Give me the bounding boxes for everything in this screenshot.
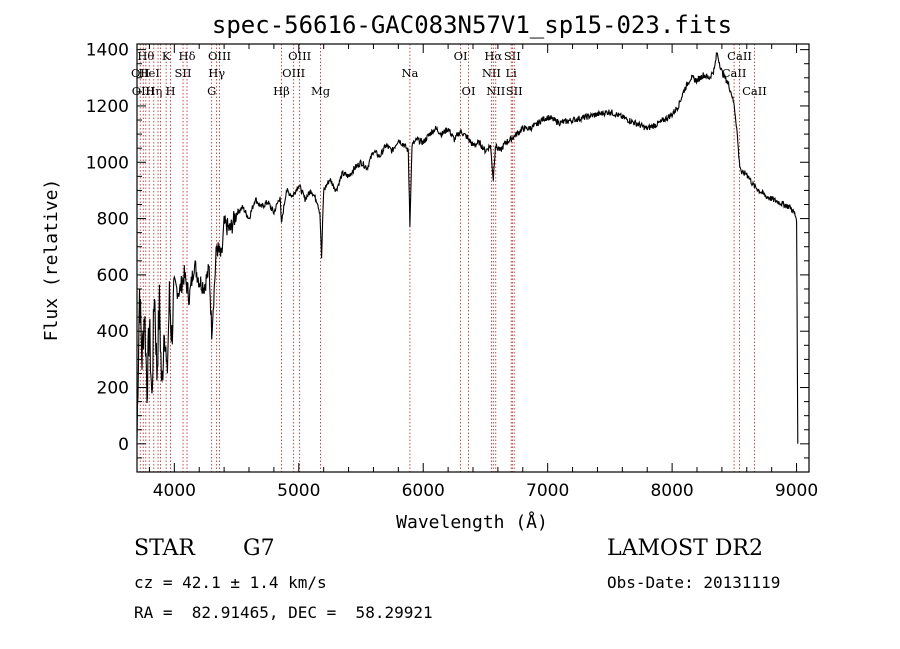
marker-label-19: OI — [454, 49, 468, 63]
plot-frame — [136, 43, 810, 473]
axes: 4000 5000 6000 7000 8000 9000 0 200 400 600 800 100… — [86, 41, 818, 501]
marker-label-2: Hθ — [137, 49, 154, 63]
marker-label-10: Hδ — [179, 49, 196, 63]
marker-label-22: Hα — [484, 49, 502, 63]
marker-label-15: OIII — [282, 66, 305, 80]
marker-label-3: HeI — [139, 66, 160, 80]
marker-label-12: Hγ — [208, 66, 225, 80]
marker-label-17: Mg — [311, 84, 331, 98]
spectrum-series-flux — [136, 52, 799, 444]
marker-label-23: NII — [486, 84, 505, 98]
x-tick-label-1: 5000 — [277, 481, 320, 501]
survey-name: LAMOST DR2 — [607, 536, 763, 561]
marker-label-8: H — [165, 84, 175, 98]
coordinates: RA = 82.91465, DEC = 58.29921 — [134, 603, 433, 622]
marker-label-16: OIII — [288, 49, 311, 63]
marker-label-29: CaII — [742, 84, 767, 98]
y-tick-label-0: 0 — [118, 435, 129, 455]
spectral-line-markers: OIIOIIIHθHeIHηKHSIIHδGHγOIIIHβOIIIOIIIMg… — [131, 44, 767, 472]
x-tick-label-5: 9000 — [775, 481, 818, 501]
marker-label-24: Li — [506, 66, 518, 80]
y-axis-label: Flux (relative) — [41, 179, 62, 342]
y-tick-label-2: 400 — [97, 322, 129, 342]
object-class: STAR — [134, 536, 195, 561]
marker-label-20: OI — [462, 84, 476, 98]
obs-date: Obs-Date: 20131119 — [607, 573, 781, 592]
x-tick-label-4: 8000 — [650, 481, 693, 501]
marker-label-28: CaII — [727, 49, 752, 63]
marker-label-18: Na — [401, 66, 418, 80]
chart-title: spec-56616-GAC083N57V1_sp15-023.fits — [212, 11, 732, 39]
marker-label-14: Hβ — [273, 84, 290, 98]
marker-label-11: G — [207, 84, 216, 98]
x-axis-label: Wavelength (Å) — [396, 511, 548, 533]
marker-label-27: CaII — [722, 66, 747, 80]
marker-label-25: SII — [504, 49, 521, 63]
marker-label-0: OII — [131, 66, 150, 80]
y-tick-label-1: 200 — [97, 379, 129, 399]
marker-label-26: SII — [506, 84, 523, 98]
redshift-text: cz = 42.1 ± 1.4 km/s — [134, 573, 327, 592]
y-tick-label-6: 1200 — [86, 97, 129, 117]
y-tick-label-4: 800 — [97, 210, 129, 230]
marker-label-4: Hη — [145, 84, 162, 98]
marker-label-21: NII — [482, 66, 501, 80]
marker-label-9: SII — [175, 66, 192, 80]
x-tick-label-3: 7000 — [526, 481, 569, 501]
marker-label-7: K — [162, 49, 171, 63]
marker-label-13: OIII — [208, 49, 231, 63]
y-tick-label-7: 1400 — [86, 41, 129, 61]
subclass: G7 — [243, 536, 275, 561]
y-tick-label-3: 600 — [97, 266, 129, 286]
x-tick-label-0: 4000 — [153, 481, 196, 501]
y-tick-label-5: 1000 — [86, 153, 129, 173]
x-tick-label-2: 6000 — [402, 481, 445, 501]
